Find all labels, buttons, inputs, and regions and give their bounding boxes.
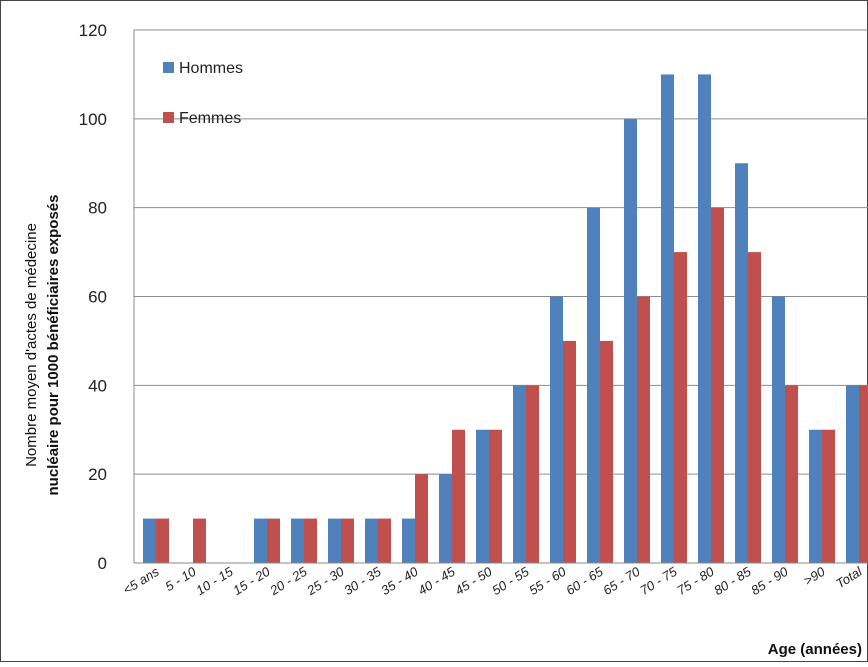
y-tick-label: 40	[88, 376, 107, 395]
bars	[143, 74, 868, 564]
bar-femmes	[378, 518, 391, 563]
bar-hommes	[809, 429, 822, 563]
bar-hommes	[698, 74, 711, 564]
bar-hommes	[476, 429, 489, 563]
bar-femmes	[674, 252, 687, 564]
y-axis-title-line1: Nombre moyen d'actes de médecine	[23, 223, 40, 467]
bar-femmes	[193, 518, 206, 563]
y-tick-label: 80	[88, 199, 107, 218]
legend-swatch-femmes	[163, 112, 174, 123]
bar-femmes	[156, 518, 169, 563]
y-tick-label: 20	[88, 465, 107, 484]
bar-hommes	[328, 518, 341, 563]
bar-hommes	[846, 385, 859, 563]
bar-femmes	[304, 518, 317, 563]
y-tick-labels: 0 20 40 60 80 100 120	[79, 21, 107, 573]
bar-hommes	[735, 163, 748, 563]
bar-femmes	[341, 518, 354, 563]
bar-hommes	[661, 74, 674, 564]
legend: Hommes Femmes	[163, 60, 243, 127]
y-axis-title-line2: nucléaire pour 1000 bénéficiaires exposé…	[45, 195, 62, 496]
bar-femmes	[600, 340, 613, 563]
legend-label-femmes: Femmes	[179, 110, 241, 127]
bar-hommes	[587, 207, 600, 563]
bar-hommes	[143, 518, 156, 563]
bar-hommes	[291, 518, 304, 563]
y-tick-label: 0	[98, 554, 107, 573]
bar-femmes	[526, 385, 539, 563]
bar-femmes	[748, 252, 761, 564]
y-tick-label: 100	[79, 110, 107, 129]
bar-hommes	[402, 518, 415, 563]
bar-femmes	[859, 385, 868, 563]
bar-femmes	[489, 429, 502, 563]
bar-femmes	[785, 385, 798, 563]
bar-femmes	[637, 296, 650, 563]
bar-hommes	[772, 296, 785, 563]
bar-femmes	[563, 340, 576, 563]
bar-femmes	[415, 474, 428, 563]
x-axis-title: Age (années)	[768, 641, 862, 658]
y-tick-label: 120	[79, 21, 107, 40]
bar-hommes	[550, 296, 563, 563]
y-axis-title: Nombre moyen d'actes de médecine nucléai…	[23, 195, 62, 496]
bar-femmes	[822, 429, 835, 563]
bar-femmes	[267, 518, 280, 563]
bar-hommes	[254, 518, 267, 563]
bar-hommes	[513, 385, 526, 563]
bar-hommes	[365, 518, 378, 563]
legend-swatch-hommes	[163, 62, 174, 73]
bar-hommes	[624, 118, 637, 563]
bar-hommes	[439, 474, 452, 563]
bar-femmes	[711, 207, 724, 563]
y-tick-label: 60	[88, 288, 107, 307]
legend-label-hommes: Hommes	[179, 60, 243, 77]
bar-femmes	[452, 429, 465, 563]
